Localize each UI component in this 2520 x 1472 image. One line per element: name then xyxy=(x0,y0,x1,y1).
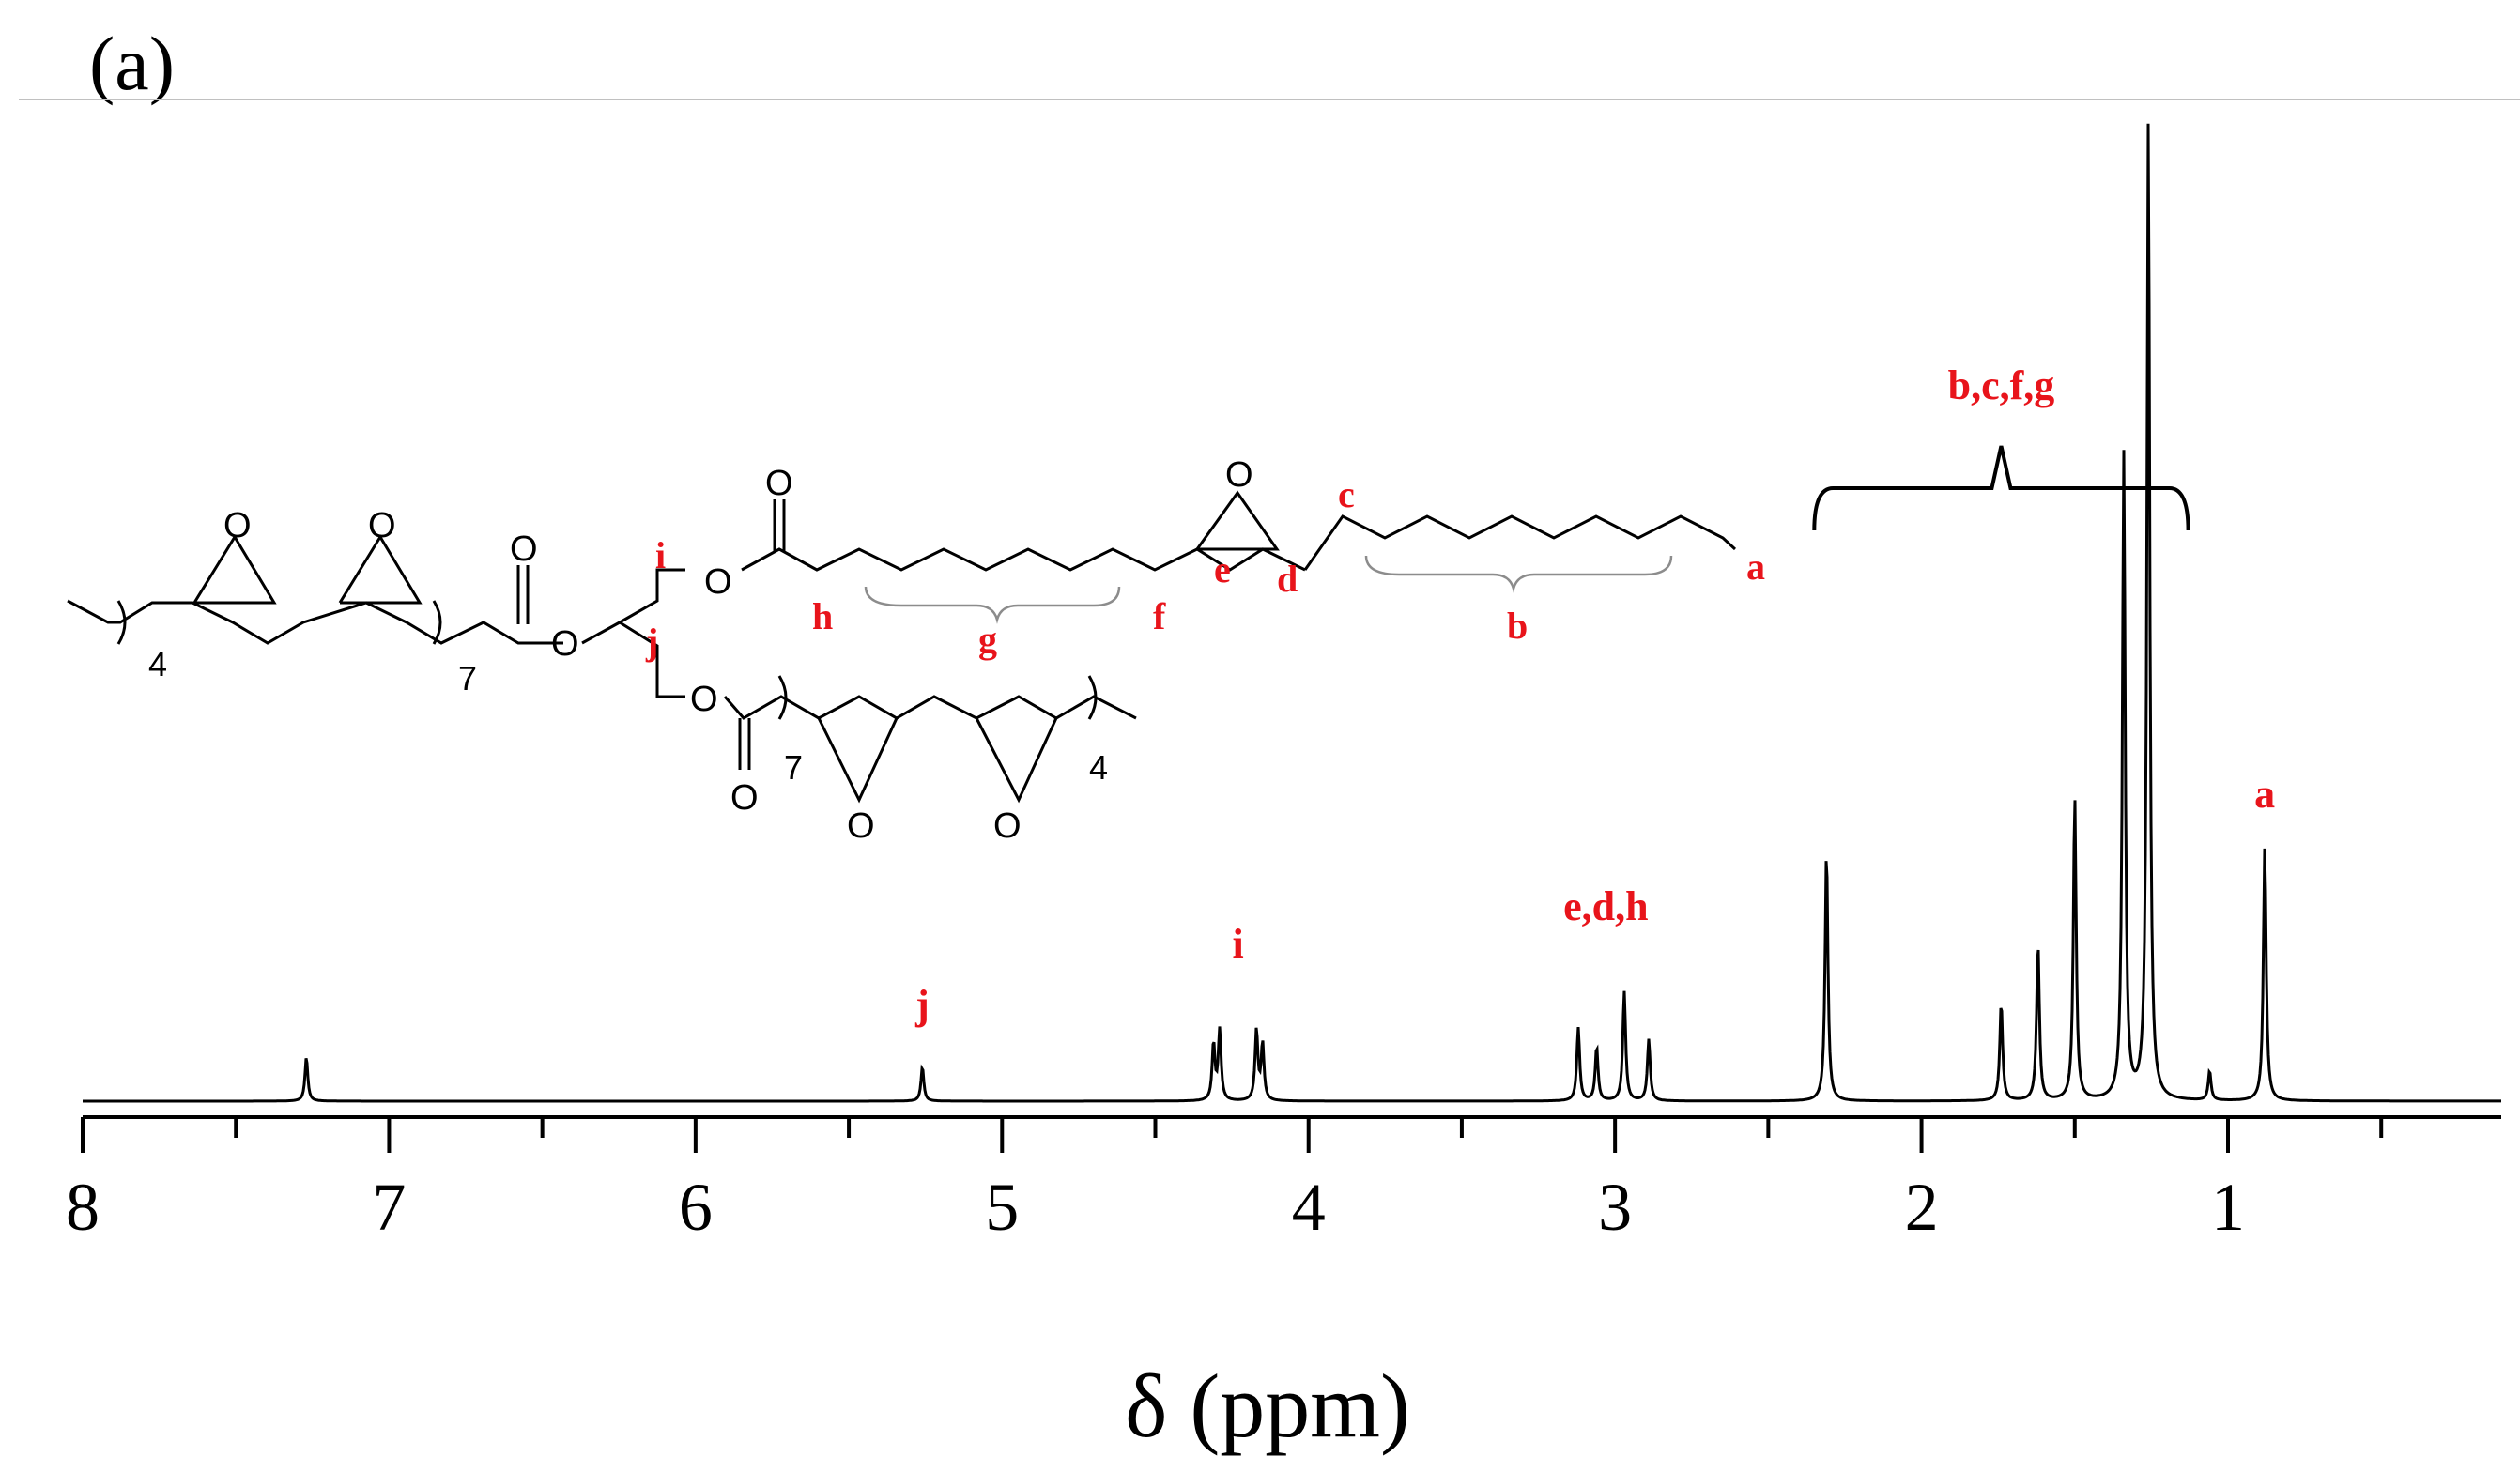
spectrum-trace xyxy=(83,123,2501,1103)
peak-label: i xyxy=(1233,921,1244,967)
brace-g xyxy=(864,586,1121,624)
oxygen-atom: O xyxy=(1225,455,1253,495)
peak-label: e,d,h xyxy=(1563,883,1648,929)
oxygen-atom: O xyxy=(223,506,252,545)
spectrum xyxy=(83,123,2501,1103)
top-chain-bonds xyxy=(741,547,1306,572)
bottom-epoxide-2 xyxy=(975,717,1058,804)
bottom-paren xyxy=(777,675,788,720)
brace-b xyxy=(1364,555,1673,593)
glycerol-bonds-2 xyxy=(619,621,685,698)
structure-label-c: c xyxy=(1338,473,1355,515)
structure-label-a: a xyxy=(1746,545,1765,588)
x-tick-label: 2 xyxy=(1905,1170,1939,1245)
bracket xyxy=(1812,445,2190,531)
x-axis-title: δ (ppm) xyxy=(1125,1356,1410,1456)
panel-label: (a) xyxy=(89,21,175,106)
repeat-count: 4 xyxy=(148,645,167,683)
structure-label-h: h xyxy=(812,595,833,637)
oxygen-atom: O xyxy=(847,806,875,846)
bottom-epoxide-1 xyxy=(817,717,899,804)
left-chain-bonds xyxy=(67,599,563,645)
top-epoxide xyxy=(1195,490,1280,551)
left-epoxide-1 xyxy=(192,534,277,605)
oxygen-atom: O xyxy=(730,778,759,818)
chemical-structure: O O O O O O O O O O O 4 7 7 4 i j h g f … xyxy=(67,455,1765,846)
oxygen-atom: O xyxy=(993,806,1022,846)
structure-label-j: j xyxy=(645,621,658,663)
x-tick-label: 5 xyxy=(985,1170,1019,1245)
oxygen-atom: O xyxy=(690,680,718,719)
x-tick-label: 1 xyxy=(2211,1170,2245,1245)
repeat-count: 7 xyxy=(458,659,477,698)
x-axis: 8 7 6 5 4 3 2 1 xyxy=(66,1115,2501,1245)
x-tick-label: 6 xyxy=(679,1170,713,1245)
x-tick-label: 3 xyxy=(1598,1170,1632,1245)
repeat-count: 7 xyxy=(784,748,803,787)
peak-label: b,c,f,g xyxy=(1948,362,2055,408)
x-tick-label: 7 xyxy=(372,1170,406,1245)
oxygen-atom: O xyxy=(510,529,538,569)
left-paren xyxy=(116,600,127,645)
bottom-paren-2 xyxy=(1087,675,1098,720)
glycerol-bonds xyxy=(581,568,685,645)
structure-label-e: e xyxy=(1214,548,1231,590)
left-paren-2 xyxy=(432,600,442,645)
x-tick-label: 4 xyxy=(1292,1170,1326,1245)
left-epoxide-2 xyxy=(338,534,423,605)
structure-label-b: b xyxy=(1507,605,1528,647)
oxygen-atom: O xyxy=(551,624,579,664)
peak-annotations: j i e,d,h b,c,f,g a xyxy=(914,362,2275,1028)
repeat-count: 4 xyxy=(1089,748,1108,787)
x-tick-label: 8 xyxy=(66,1170,100,1245)
structure-label-i: i xyxy=(655,534,666,576)
oxygen-atom: O xyxy=(765,464,793,503)
structure-label-f: f xyxy=(1153,595,1166,637)
peak-label: a xyxy=(2254,771,2275,817)
structure-label-g: g xyxy=(978,619,997,661)
bottom-chain-bonds xyxy=(723,695,1137,720)
structure-label-d: d xyxy=(1277,558,1298,600)
top-tail-bonds xyxy=(1303,514,1737,571)
oxygen-atom: O xyxy=(704,562,732,602)
oxygen-atom: O xyxy=(368,506,396,545)
peak-label: j xyxy=(914,982,930,1028)
